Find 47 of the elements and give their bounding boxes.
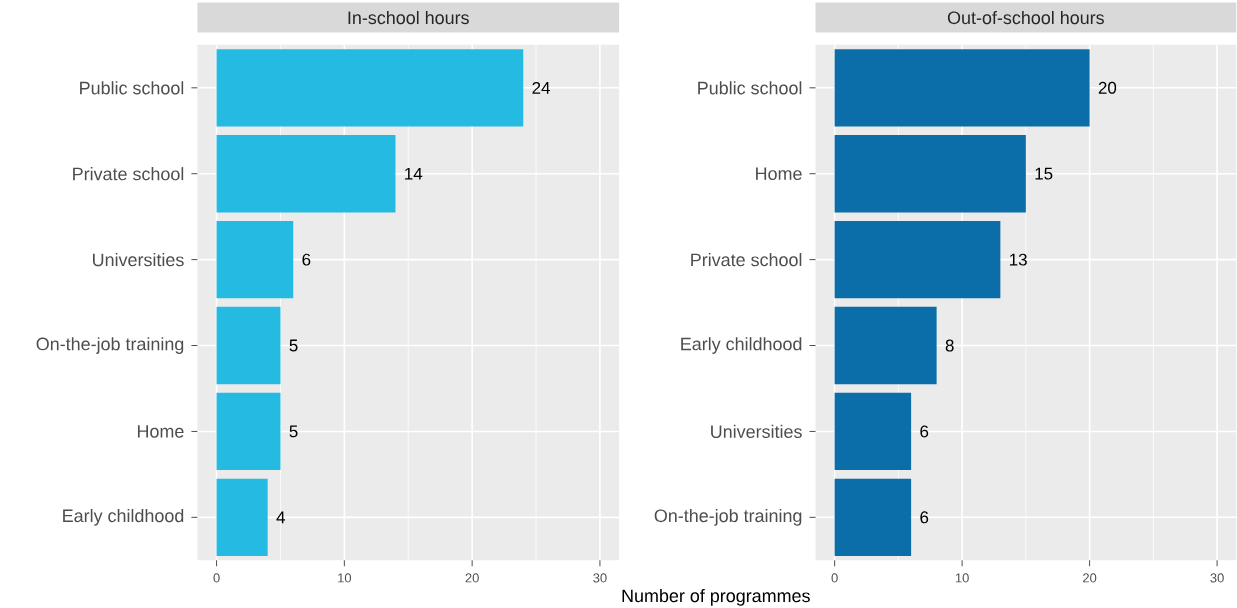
- data-label: 6: [302, 253, 311, 266]
- y-tick-label: Home: [137, 425, 184, 438]
- bar: [216, 49, 524, 127]
- bar: [834, 306, 937, 385]
- bar: [834, 135, 1026, 213]
- bar: [834, 392, 912, 471]
- x-tick-label: 10: [338, 573, 352, 583]
- data-label: 6: [920, 425, 929, 438]
- y-tick-label: Public school: [80, 81, 184, 95]
- x-tick-label: 30: [593, 573, 607, 583]
- bar: [216, 306, 281, 385]
- x-tick-label: 0: [213, 573, 220, 583]
- data-label: 24: [532, 81, 550, 94]
- data-label: 4: [276, 511, 285, 524]
- y-tick-label: Universities: [711, 424, 802, 438]
- x-tick-label: 10: [955, 573, 969, 583]
- chart-title: Out-of-school hours: [947, 10, 1104, 25]
- y-tick-label: Universities: [93, 252, 184, 267]
- x-tick-label: 30: [1210, 573, 1224, 583]
- data-label: 5: [289, 339, 298, 352]
- data-label: 20: [1098, 81, 1117, 94]
- x-tick-label: 20: [465, 573, 479, 583]
- bar: [834, 478, 912, 556]
- y-tick-label: Early childhood: [63, 508, 184, 526]
- data-label: 13: [1010, 253, 1027, 266]
- x-tick-label: 20: [1083, 573, 1097, 583]
- data-label: 5: [289, 425, 298, 438]
- bar: [216, 392, 281, 471]
- y-tick-label: On-the-job training: [36, 337, 184, 354]
- y-tick-label: Early childhood: [681, 337, 802, 354]
- y-tick-label: Private school: [691, 252, 802, 267]
- data-label: 8: [945, 339, 954, 352]
- chart-title: In-school hours: [348, 10, 469, 25]
- bar: [834, 49, 1090, 127]
- bar: [216, 220, 294, 299]
- bar: [834, 220, 1001, 299]
- data-label: 6: [920, 511, 929, 524]
- y-tick-label: Home: [756, 167, 802, 180]
- x-tick-label: 0: [831, 573, 838, 583]
- y-tick-label: Public school: [698, 81, 802, 95]
- data-label: 15: [1035, 167, 1053, 180]
- y-tick-label: Private school: [73, 167, 184, 181]
- y-tick-label: On-the-job training: [654, 508, 802, 526]
- x-axis-title: Number of programmes: [622, 588, 810, 606]
- data-label: 14: [405, 167, 423, 180]
- bar: [216, 135, 396, 213]
- bar: [216, 478, 268, 556]
